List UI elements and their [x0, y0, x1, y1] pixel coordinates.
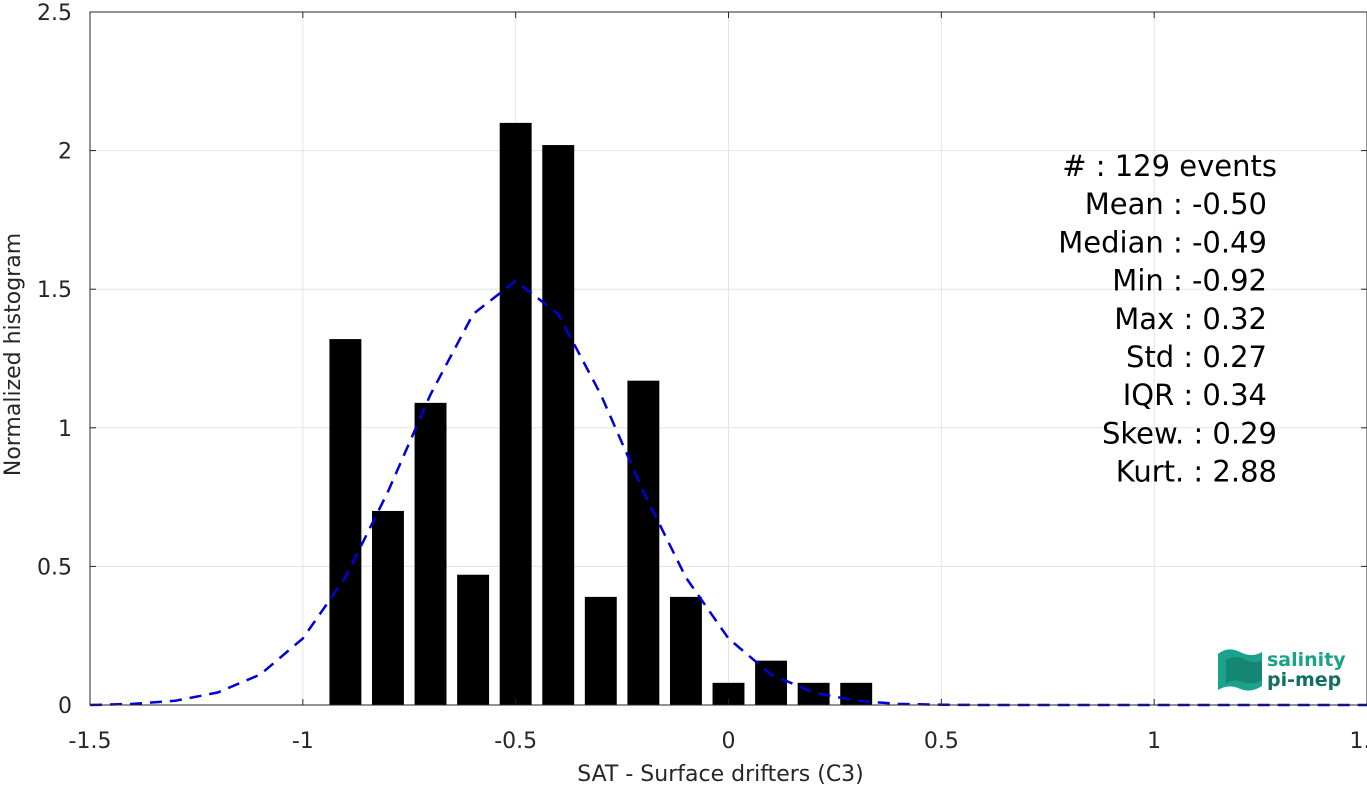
histogram-bar [627, 380, 660, 705]
y-tick-label: 0.5 [37, 555, 72, 580]
y-tick-label: 0 [58, 694, 72, 719]
y-tick-label: 1.5 [37, 278, 72, 303]
x-axis-label: SAT - Surface drifters (C3) [577, 762, 864, 785]
stat-line: Std : 0.27 [1126, 340, 1267, 374]
histogram-bar [457, 574, 490, 705]
histogram-bar [329, 339, 362, 705]
x-tick-label: 1.5 [1350, 729, 1367, 754]
logo-text-salinity: salinity [1267, 649, 1346, 671]
stat-line: Kurt. : 2.88 [1116, 455, 1277, 489]
stat-line: Min : -0.92 [1112, 264, 1267, 298]
stat-line: Max : 0.32 [1114, 302, 1267, 336]
x-tick-label: -0.5 [494, 729, 537, 754]
x-tick-label: 1 [1147, 729, 1161, 754]
y-axis-label: Normalized histogram [1, 233, 26, 476]
histogram-bar [584, 596, 617, 705]
histogram-bar [499, 122, 532, 705]
stat-line: Skew. : 0.29 [1102, 416, 1277, 450]
histogram-bar [755, 660, 788, 705]
logo-wave-icon-dark [1226, 657, 1262, 684]
logo-text-pi-mep: pi-mep [1267, 669, 1341, 691]
histogram-bar [542, 145, 575, 705]
x-tick-label: -1.5 [69, 729, 112, 754]
x-tick-label: -1 [292, 729, 314, 754]
y-axis-ticks: 0 0.5 1 1.5 2 2.5 [37, 1, 1367, 719]
histogram-bar [712, 682, 745, 705]
y-tick-label: 2.5 [37, 1, 72, 26]
gaussian-fit-curve [89, 279, 1367, 707]
y-tick-label: 1 [58, 417, 72, 442]
y-tick-label: 2 [58, 140, 72, 165]
x-tick-label: 0.5 [924, 729, 959, 754]
stat-line: # : 129 events [1062, 149, 1277, 183]
stats-annotation: # : 129 events Mean : -0.50 Median : -0.49… [1058, 149, 1277, 489]
stat-line: Median : -0.49 [1058, 225, 1267, 259]
histogram-bars [329, 122, 873, 705]
x-axis-ticks: -1.5 -1 -0.5 0 0.5 1 1.5 [69, 12, 1367, 754]
x-tick-label: 0 [722, 729, 736, 754]
salinity-pi-mep-logo: salinity pi-mep [1218, 649, 1346, 691]
histogram-bar [669, 596, 702, 705]
stat-line: IQR : 0.34 [1123, 378, 1267, 412]
histogram-bar [414, 402, 447, 705]
histogram-bar [372, 510, 404, 705]
stat-line: Mean : -0.50 [1085, 187, 1267, 221]
